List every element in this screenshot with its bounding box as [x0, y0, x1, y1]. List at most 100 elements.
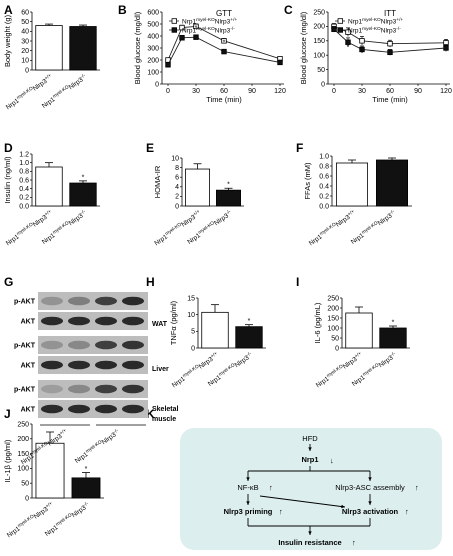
label-part: myel-KO: [362, 26, 381, 32]
label-part: -/-: [389, 208, 396, 216]
legend-marker: [171, 27, 177, 33]
x-tick-label: 90: [414, 88, 422, 95]
y-tick-label: 400: [147, 33, 159, 40]
y-tick-label: 4: [175, 184, 179, 191]
significance-marker: *: [223, 39, 226, 46]
arrowhead: [308, 447, 312, 451]
bar: [35, 25, 63, 71]
panel-letter-h: H: [146, 275, 155, 289]
y-tick-label: 0.6: [19, 177, 29, 184]
blot-band: [95, 340, 117, 350]
blot-row-label: p-AKT: [14, 387, 36, 394]
blot-band: [95, 316, 117, 326]
up-arrow-icon: ↑: [405, 507, 409, 516]
y-tick-label: 0.2: [19, 195, 29, 202]
significance-marker: *: [361, 50, 364, 57]
label-part: myel-KO: [196, 26, 215, 32]
y-axis-label: Body weight (g): [3, 14, 12, 67]
blot-band: [122, 340, 144, 350]
significance-marker: *: [227, 182, 230, 189]
up-arrow-icon: ↑: [352, 538, 356, 547]
significance-marker: *: [248, 318, 251, 325]
legend-marker: [337, 18, 343, 24]
nrp1-label: Nrp1: [301, 455, 318, 464]
label-part: -/-: [390, 350, 397, 358]
panel-letter-g: G: [4, 275, 13, 289]
priming-label: Nlrp3 priming: [224, 507, 273, 516]
arrowhead: [368, 477, 372, 481]
legend-marker: [171, 18, 177, 24]
y-tick-label: 150: [313, 38, 325, 45]
label-part: -/-: [80, 208, 87, 216]
blot-band: [122, 384, 144, 394]
y-tick-label: 200: [327, 305, 339, 312]
significance-marker: *: [85, 466, 88, 473]
label-part: +/+: [59, 428, 68, 437]
blot-band: [68, 316, 90, 326]
blot-strip: [38, 312, 148, 330]
y-tick-label: 250: [17, 421, 29, 428]
blot-band: [95, 384, 117, 394]
blot-band: [41, 360, 63, 370]
y-tick-label: 0.4: [19, 186, 29, 193]
label-part: myel-KO: [196, 17, 215, 23]
label-part: +/+: [396, 17, 403, 23]
y-tick-label: 300: [147, 45, 159, 52]
x-tick-label: 90: [248, 88, 256, 95]
label-part: -/-: [80, 72, 87, 80]
y-tick-label: 250: [313, 9, 325, 16]
bar: [71, 477, 101, 499]
blot-band: [95, 296, 117, 306]
schematic-background: [180, 428, 442, 550]
arrowhead: [308, 531, 312, 535]
category-label: Nrp1myel-KONlrp3-/-: [349, 208, 397, 245]
label-part: +/+: [44, 73, 53, 82]
label-part: myel-KO: [362, 17, 381, 23]
blot-strip: [38, 400, 148, 418]
y-tick-label: 1.0: [19, 160, 29, 167]
tissue-label: muscle: [152, 416, 176, 423]
y-tick-label: 0.0: [319, 203, 329, 210]
bar-chart-f: 0.0 0.2 0.4 0.6 0.8 1.0 FFAs (mM) Nrp1myel-KONl…: [303, 153, 412, 247]
label-part: +/+: [192, 209, 201, 218]
y-tick-label: 200: [17, 436, 29, 443]
data-point: [443, 45, 449, 51]
y-tick-label: 0.0: [19, 203, 29, 210]
blot-band: [68, 340, 90, 350]
line-chart-b: 0 100 200 300 400 500 600 0 30 60 90 120 Time (min) B…: [133, 9, 286, 104]
y-tick-label: 10: [171, 155, 179, 162]
y-tick-label: 0.8: [19, 169, 29, 176]
data-point: [179, 35, 185, 41]
bar: [235, 326, 263, 349]
panel-letter-a: A: [4, 3, 13, 17]
y-tick-label: 100: [327, 325, 339, 332]
arrowhead: [368, 501, 372, 505]
up-arrow-icon: ↑: [269, 483, 273, 492]
y-tick-label: 100: [313, 53, 325, 60]
schematic: HFD Nrp1 ↓ NF-κB ↑ Nlrp3-ASC assembly ↑ Nlrp3 p…: [180, 428, 442, 550]
label-part: +/+: [230, 17, 237, 23]
panel-letter-k: K: [146, 407, 155, 421]
blot-band: [41, 340, 63, 350]
label-part: +/+: [347, 209, 356, 218]
label-part: Nrp1: [182, 19, 196, 26]
bar: [216, 189, 241, 207]
y-tick-label: 0.8: [319, 163, 329, 170]
significance-marker: *: [392, 320, 395, 327]
data-point: [165, 62, 171, 68]
activation-label: Nlrp3 activation: [342, 507, 399, 516]
arrowhead: [341, 504, 345, 509]
tissue-label: Liver: [152, 366, 169, 373]
blot-row-label: AKT: [21, 363, 36, 370]
y-tick-label: 50: [21, 19, 29, 26]
blot-row-label: p-AKT: [14, 299, 36, 306]
y-axis-label: IL-6 (pg/mL): [313, 302, 322, 343]
blot-row-label: p-AKT: [14, 343, 36, 350]
blot-band: [68, 296, 90, 306]
label-part: Nlrp3: [215, 28, 231, 35]
label-part: -/-: [225, 208, 232, 216]
blot-band: [122, 404, 144, 414]
